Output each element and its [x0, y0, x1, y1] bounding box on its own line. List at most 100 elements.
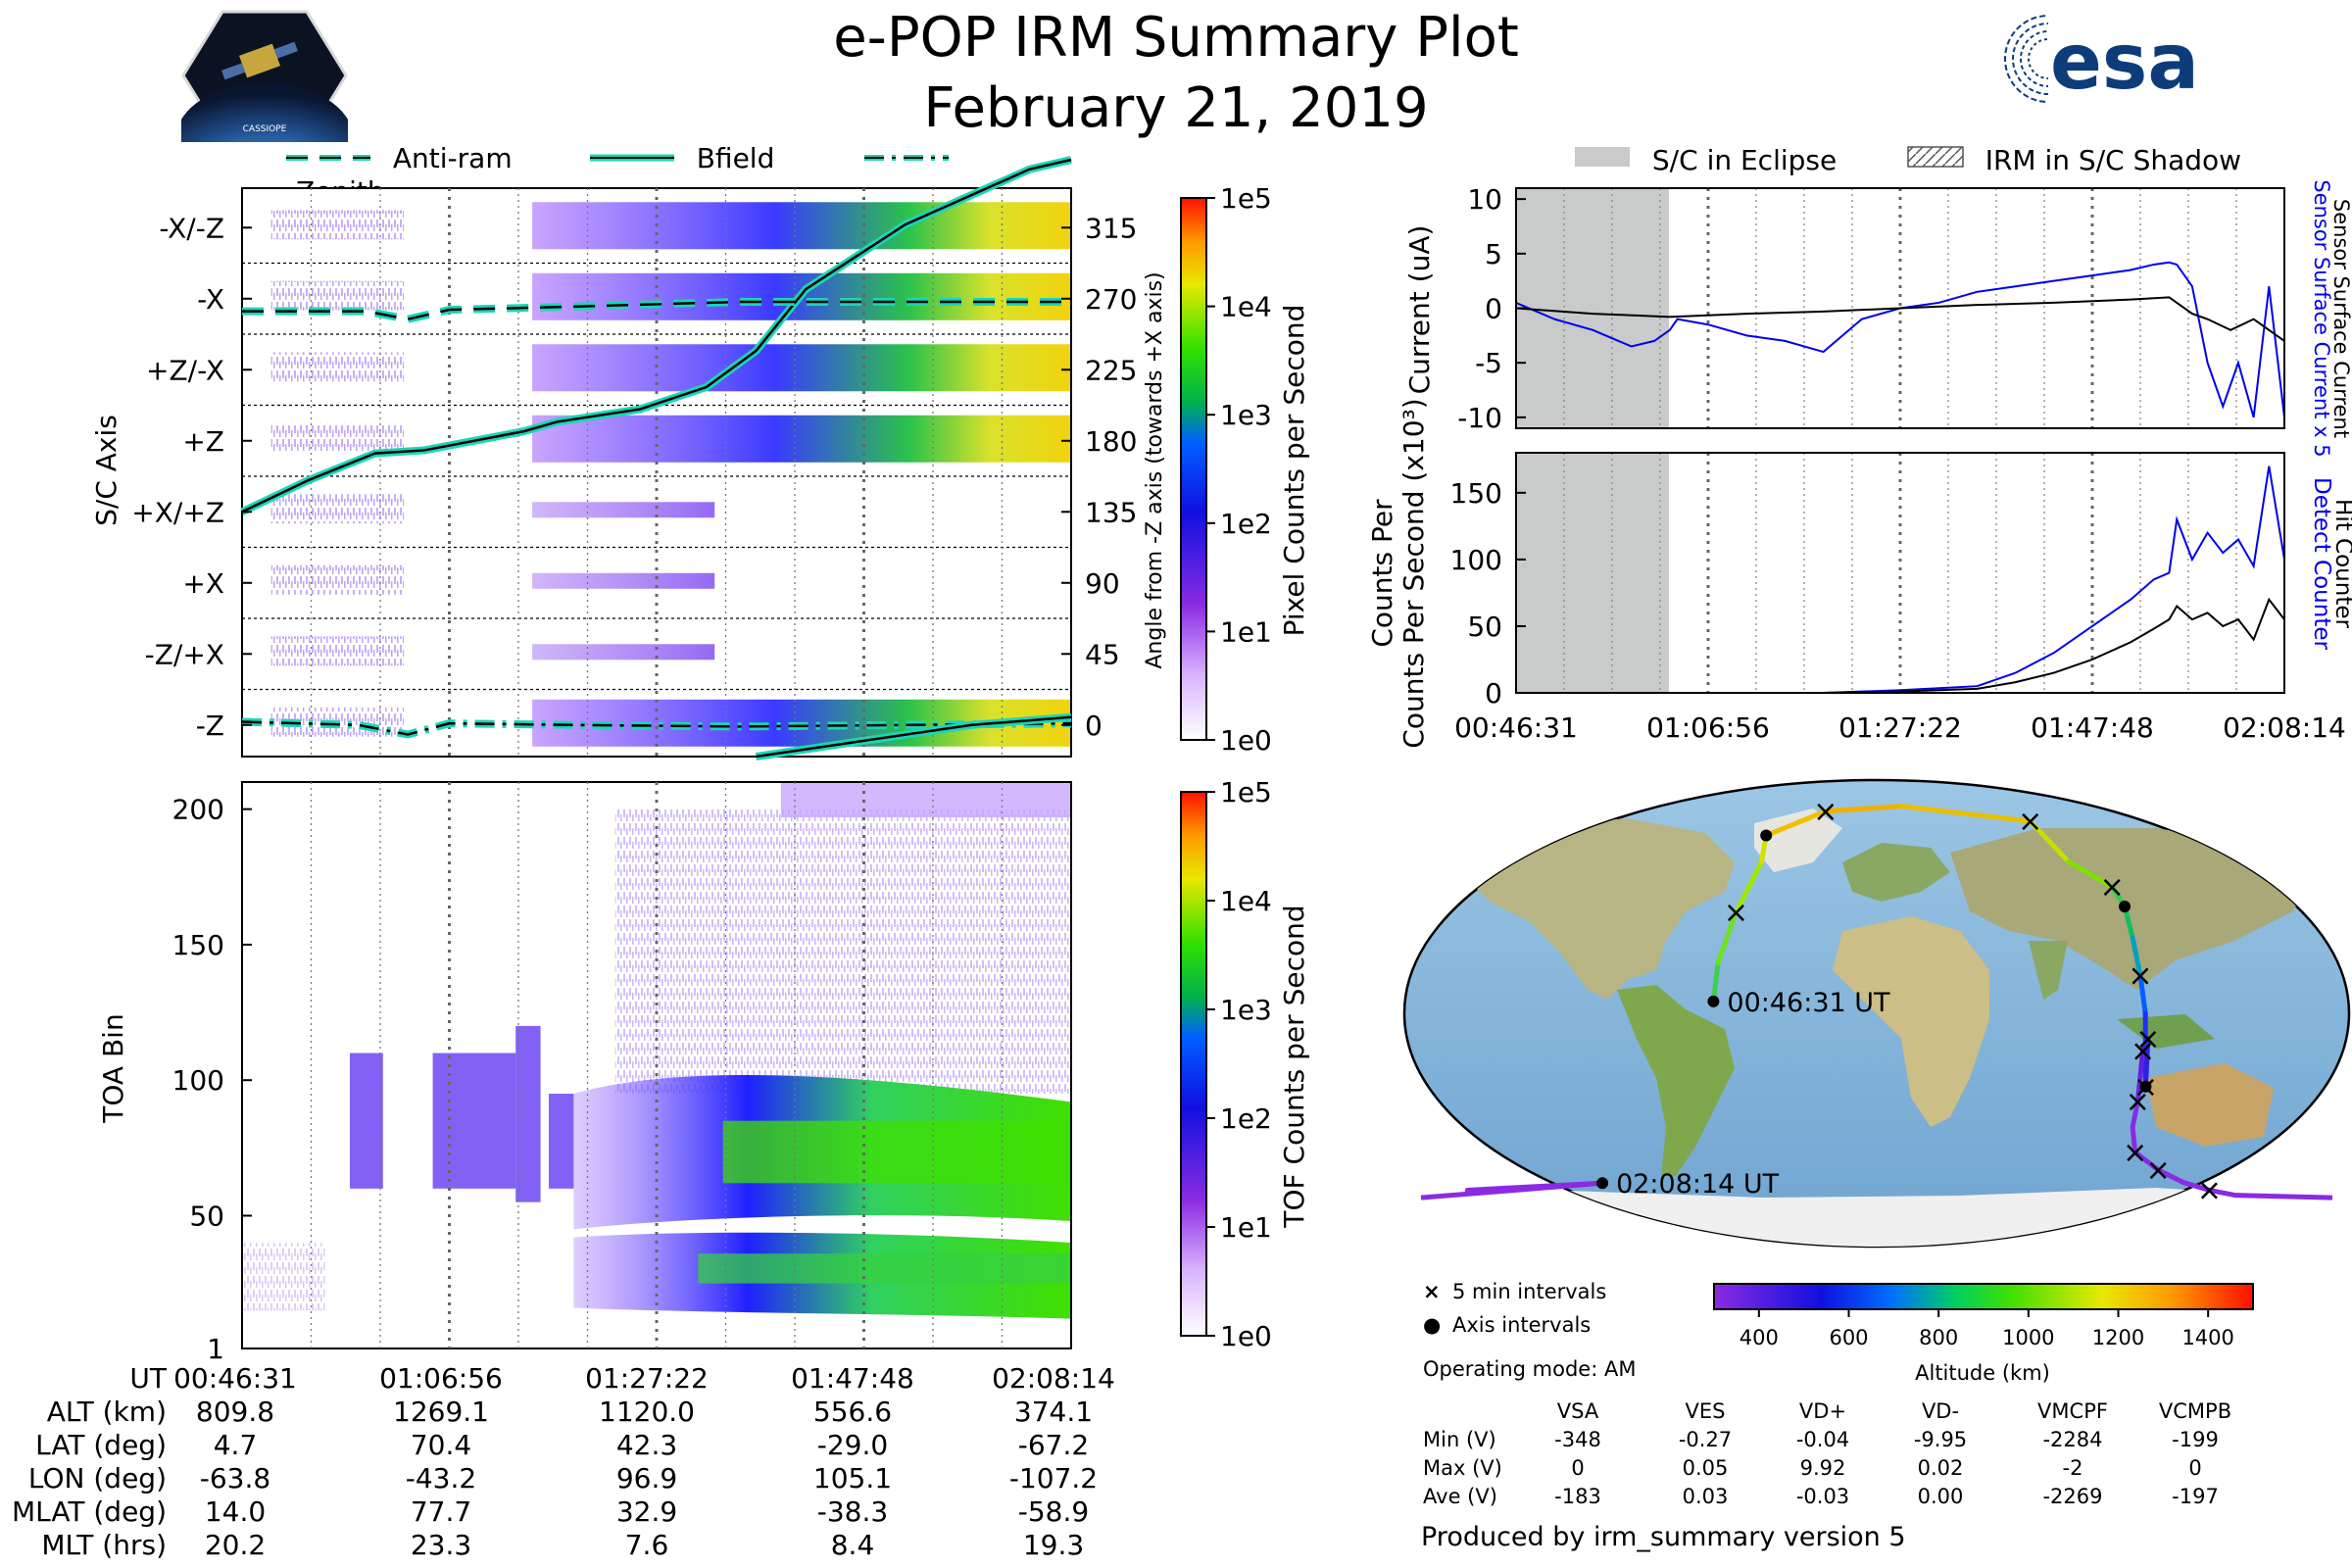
orbit-5min-marker: ×: [2128, 958, 2152, 993]
esa-logo-text: esa: [2050, 19, 2199, 107]
ephemeris-cell: 01:27:22: [585, 1362, 709, 1395]
page-date: February 21, 2019: [923, 76, 1429, 140]
orbit-segment: [1710, 959, 1721, 1004]
tof-ytick-label: 150: [172, 929, 224, 961]
ephemeris-cell: 4.7: [213, 1429, 258, 1461]
voltage-column-header: VMCPF: [2037, 1399, 2108, 1423]
ephemeris-table: UT 00:46:31 01:06:56 01:27:22 01:47:48 02:08:…: [0, 1362, 1176, 1568]
current-ytick-label: 5: [1485, 238, 1502, 270]
trace-line: [242, 300, 1071, 320]
current-ytick-label: 0: [1485, 293, 1502, 325]
tof-burst: [432, 1053, 516, 1189]
trace-bfield-wrap: [755, 712, 1072, 760]
trace-zenith: [241, 717, 1072, 739]
ephemeris-row-label: MLT (hrs): [41, 1529, 167, 1561]
voltage-cell: 0.02: [1917, 1456, 1964, 1480]
pixel-band-early: [270, 422, 404, 453]
voltage-cell: -197: [2172, 1485, 2219, 1508]
orbit-5min-marker: ×: [2146, 1153, 2171, 1188]
tof-top-strip: [780, 782, 1071, 817]
counts-panel: 150 100 50 0: [1450, 452, 2285, 710]
ephemeris-cell: 32.9: [615, 1495, 678, 1528]
pixel-band: [532, 344, 1071, 392]
tof-noise: [614, 808, 1071, 1095]
current-right-label-blue: Sensor Surface Current x 5: [2310, 179, 2333, 457]
ephemeris-cell: 19.3: [1022, 1529, 1085, 1561]
trace-line: [241, 158, 1072, 514]
legend-label-bfield: Bfield: [696, 141, 775, 174]
tof-band-core-lower: [698, 1253, 1071, 1284]
legend-axis: ● Axis intervals: [1423, 1313, 1591, 1337]
orbit-segment: [1733, 858, 1764, 915]
ephemeris-cell: -29.0: [816, 1429, 889, 1461]
voltage-row-label: Min (V): [1423, 1428, 1496, 1451]
pixel-category-label: +Z: [182, 425, 224, 458]
voltage-cell: 0: [1571, 1456, 1585, 1480]
orbit-segment: [2180, 1180, 2212, 1193]
current-ytick-label: -5: [1475, 347, 1502, 379]
pixel-right-ylabel: Angle from -Z axis (towards +X axis): [1143, 271, 1167, 668]
altitude-tick-label: 1400: [2181, 1326, 2233, 1349]
tof-burst: [349, 1053, 383, 1189]
voltage-cell: -348: [1554, 1428, 1601, 1451]
pixel-band-early: [270, 280, 404, 311]
orbit-segment: [1420, 1180, 1603, 1200]
ephemeris-cell: 77.7: [410, 1495, 472, 1528]
altitude-tick-label: 600: [1829, 1326, 1868, 1349]
counts-ytick-label: 50: [1467, 611, 1502, 643]
pixel-band: [532, 644, 715, 661]
dot-marker-icon: ●: [1423, 1313, 1442, 1337]
pixel-angle-label: 135: [1085, 496, 1137, 528]
altitude-tick-label: 400: [1740, 1326, 1779, 1349]
ephemeris-cell: 42.3: [615, 1429, 678, 1461]
pixel-band-early: [270, 494, 404, 524]
voltage-cell: -183: [1554, 1485, 1601, 1508]
altitude-tick-label: 1000: [2002, 1326, 2054, 1349]
pixel-band-early: [270, 564, 404, 595]
ephemeris-cell: -107.2: [1008, 1462, 1099, 1494]
voltage-cell: -2269: [2042, 1485, 2103, 1508]
orbit-segment: [2234, 1193, 2333, 1200]
orbit-segment: [2142, 1036, 2151, 1090]
ephemeris-cell: 1269.1: [393, 1396, 489, 1428]
tof-ylabel: TOA Bin: [97, 1013, 129, 1123]
esa-logo: esa: [1989, 10, 2283, 108]
pixel-angle-label: 90: [1085, 567, 1120, 600]
x-marker-icon: ×: [1423, 1280, 1441, 1303]
pixel-colorbar-tick-label: 1e5: [1220, 182, 1272, 215]
counts-ytick-label: 100: [1450, 544, 1502, 576]
orbit-axis-dot: [1760, 829, 1773, 842]
tof-noise-early: [242, 1243, 325, 1311]
legend-five-min-label: 5 min intervals: [1452, 1280, 1607, 1303]
voltage-table: VSA VES VD+ VD- VMCPF VCMPB Min (V) -348 -0.27 -0…: [1411, 1399, 2352, 1517]
tof-colorbar-tick-label: 1e2: [1220, 1102, 1272, 1135]
orbit-segment: [2134, 1073, 2143, 1104]
ephemeris-cell: 105.1: [812, 1462, 893, 1494]
trace-line: [756, 715, 1072, 759]
eclipse-shade-current: [1516, 188, 1669, 428]
pixel-angle-label: 315: [1085, 212, 1137, 244]
altitude-tick-label: 1200: [2092, 1326, 2144, 1349]
orbit-5min-marker: ×: [1813, 795, 1838, 829]
counts-series-0: [1516, 466, 2285, 694]
counts-ytick-label: 0: [1485, 677, 1502, 710]
ephemeris-cell: 374.1: [1013, 1396, 1094, 1428]
pixel-colorbar-label: Pixel Counts per Second: [1278, 305, 1310, 637]
ephemeris-cell: 8.4: [830, 1529, 875, 1561]
pixel-heatmap-panel: -X/-Z 315 -X 270 +Z/-X 225 +Z 180 +X/+Z 135 +X 90 -Z…: [131, 156, 1137, 760]
tof-band-core: [722, 1120, 1071, 1184]
pixel-angle-label: 0: [1085, 710, 1102, 742]
tof-colorbar-label: TOF Counts per Second: [1278, 905, 1310, 1228]
orbit-5min-marker: ×: [2135, 1022, 2160, 1056]
tof-ytick-label: 1: [207, 1333, 224, 1365]
tof-colorbar-tick-label: 1e0: [1220, 1320, 1272, 1352]
ephemeris-cell: -67.2: [1017, 1429, 1090, 1461]
orbit-segment: [2137, 972, 2148, 1016]
ephemeris-cell: -63.8: [199, 1462, 271, 1494]
ephemeris-cell: 556.6: [812, 1396, 893, 1428]
ephemeris-cell: -58.9: [1017, 1495, 1090, 1528]
pixel-band: [532, 572, 715, 589]
orbit-start-label: 00:46:31 UT: [1727, 988, 1890, 1018]
tof-colorbar-tick-label: 1e1: [1220, 1211, 1272, 1244]
